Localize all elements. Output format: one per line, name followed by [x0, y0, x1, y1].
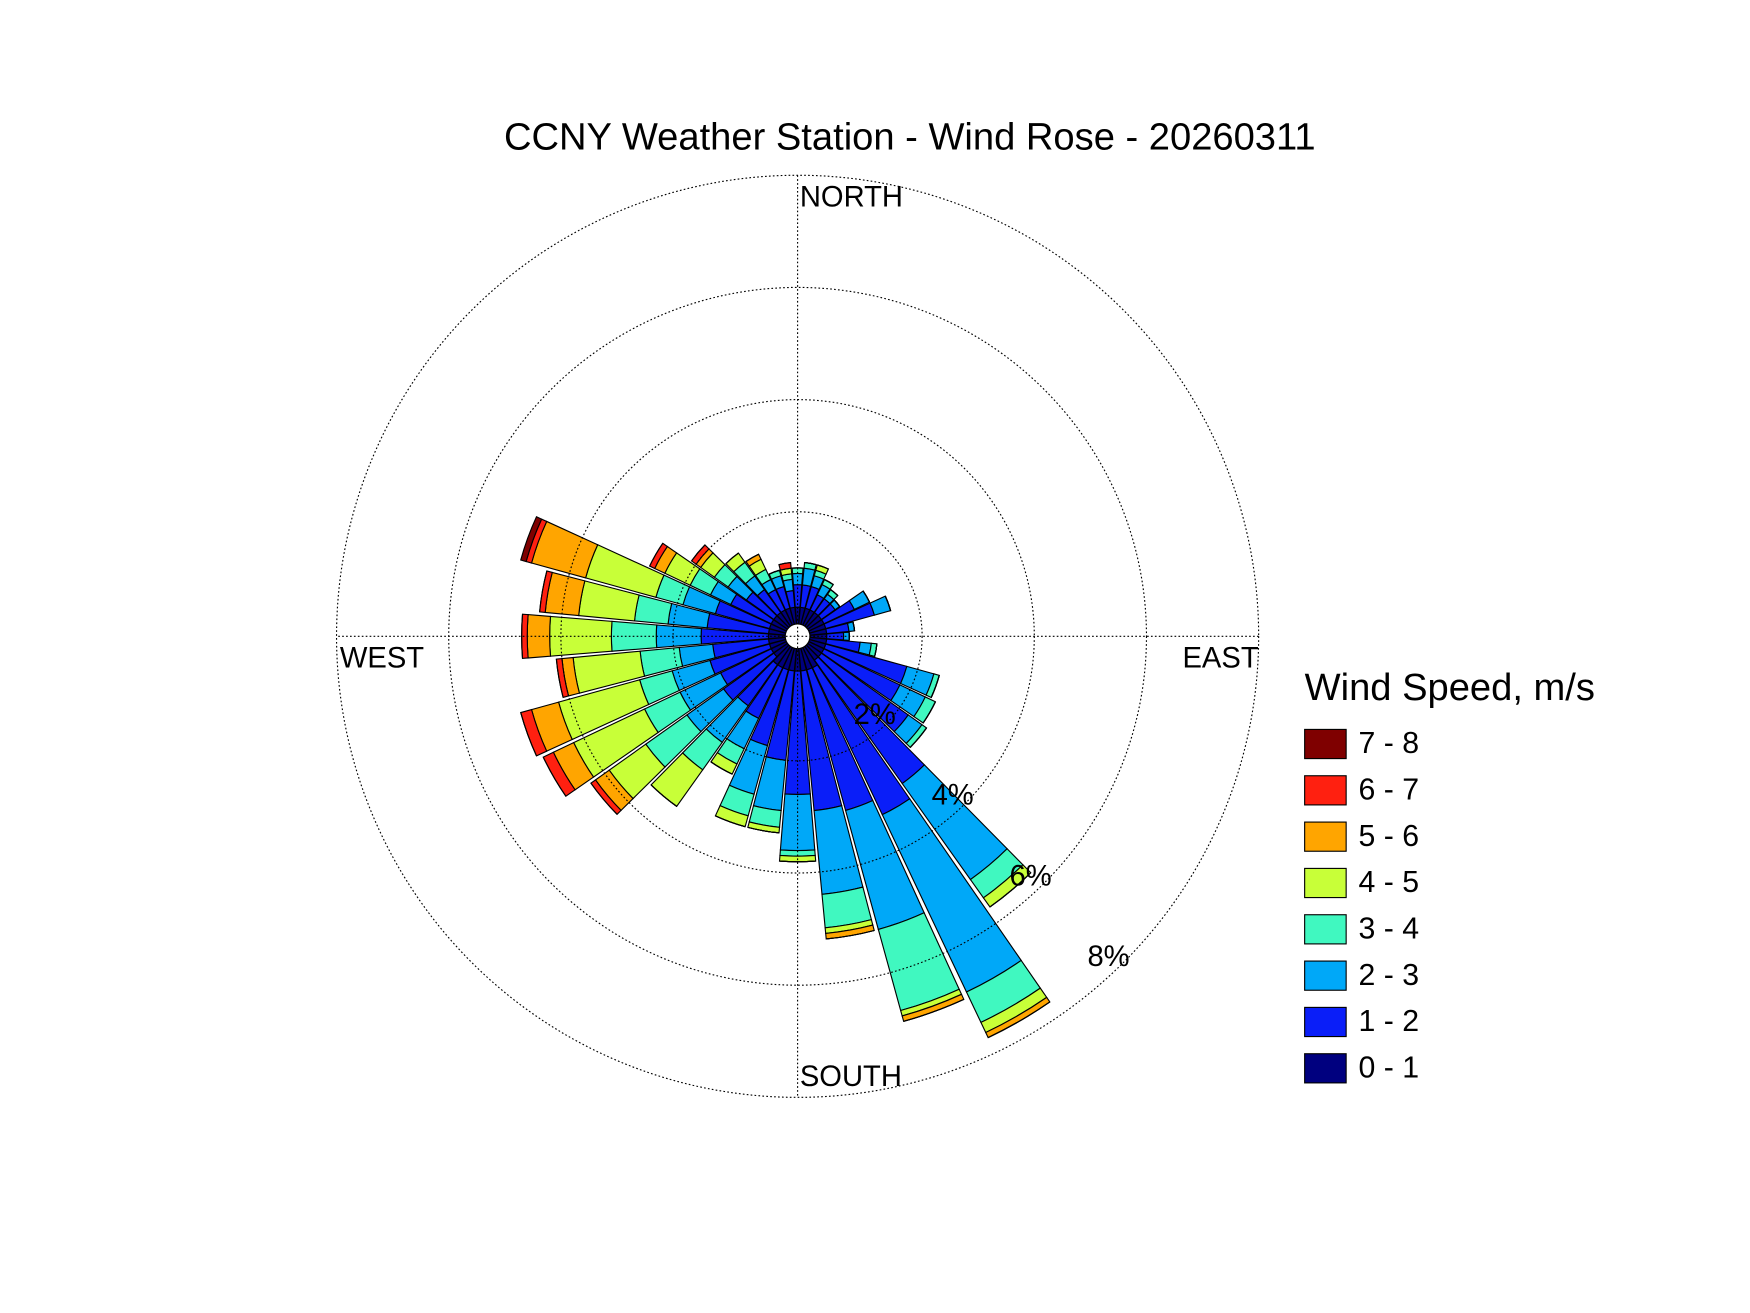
- direction-label: EAST: [1182, 643, 1258, 675]
- wedge-segment: [747, 826, 780, 834]
- legend-swatch: [1304, 775, 1347, 806]
- legend-label: 2 - 3: [1358, 959, 1419, 992]
- wedge-segment: [655, 624, 703, 649]
- wedge-segment: [649, 542, 664, 567]
- legend-label: 0 - 1: [1358, 1051, 1419, 1084]
- wedge-segment: [791, 572, 804, 586]
- r-tick-label: 6%: [1010, 860, 1052, 892]
- legend-swatch: [1304, 867, 1347, 899]
- r-tick-label: 2%: [854, 699, 896, 731]
- legend-label: 5 - 6: [1358, 820, 1419, 853]
- wedge-segment: [884, 595, 892, 611]
- direction-label: WEST: [340, 643, 424, 675]
- wedge-segment: [824, 579, 834, 586]
- wedge-segment: [542, 756, 567, 797]
- direction-label: SOUTH: [800, 1061, 902, 1093]
- wedge-segment: [539, 570, 548, 612]
- legend-swatch: [1304, 914, 1347, 945]
- grid-ring: [672, 511, 923, 762]
- legend-swatch: [1304, 1053, 1347, 1084]
- wedge-segment: [768, 569, 780, 575]
- legend-swatch: [1304, 728, 1347, 760]
- wedge-segment: [520, 516, 543, 563]
- legend-swatch: [1304, 821, 1347, 852]
- chart-title: CCNY Weather Station - Wind Rose - 20260…: [504, 115, 1316, 158]
- wedge-segment: [779, 860, 816, 863]
- wedge-segment: [779, 793, 816, 852]
- legend-swatch: [1304, 960, 1347, 991]
- legend-swatch: [1304, 1006, 1347, 1038]
- legend-label: 6 - 7: [1358, 773, 1419, 806]
- wedge-segment: [710, 761, 733, 775]
- wedge-segment: [650, 784, 678, 807]
- r-tick-label: 8%: [1087, 941, 1129, 973]
- legend-title: Wind Speed, m/s: [1305, 666, 1595, 709]
- wedge-segment: [869, 595, 892, 616]
- legend-label: 1 - 2: [1358, 1005, 1419, 1038]
- r-tick-label: 4%: [932, 780, 974, 812]
- wedge-segment: [745, 553, 759, 562]
- wedge-segment: [715, 815, 746, 828]
- wedge-segment: [590, 782, 618, 815]
- direction-label: NORTH: [800, 182, 903, 214]
- wedge-segment: [725, 552, 739, 565]
- legend-label: 3 - 4: [1358, 912, 1419, 945]
- legend-label: 4 - 5: [1358, 866, 1419, 899]
- legend-label: 7 - 8: [1358, 727, 1419, 760]
- wedge-segment: [922, 701, 936, 724]
